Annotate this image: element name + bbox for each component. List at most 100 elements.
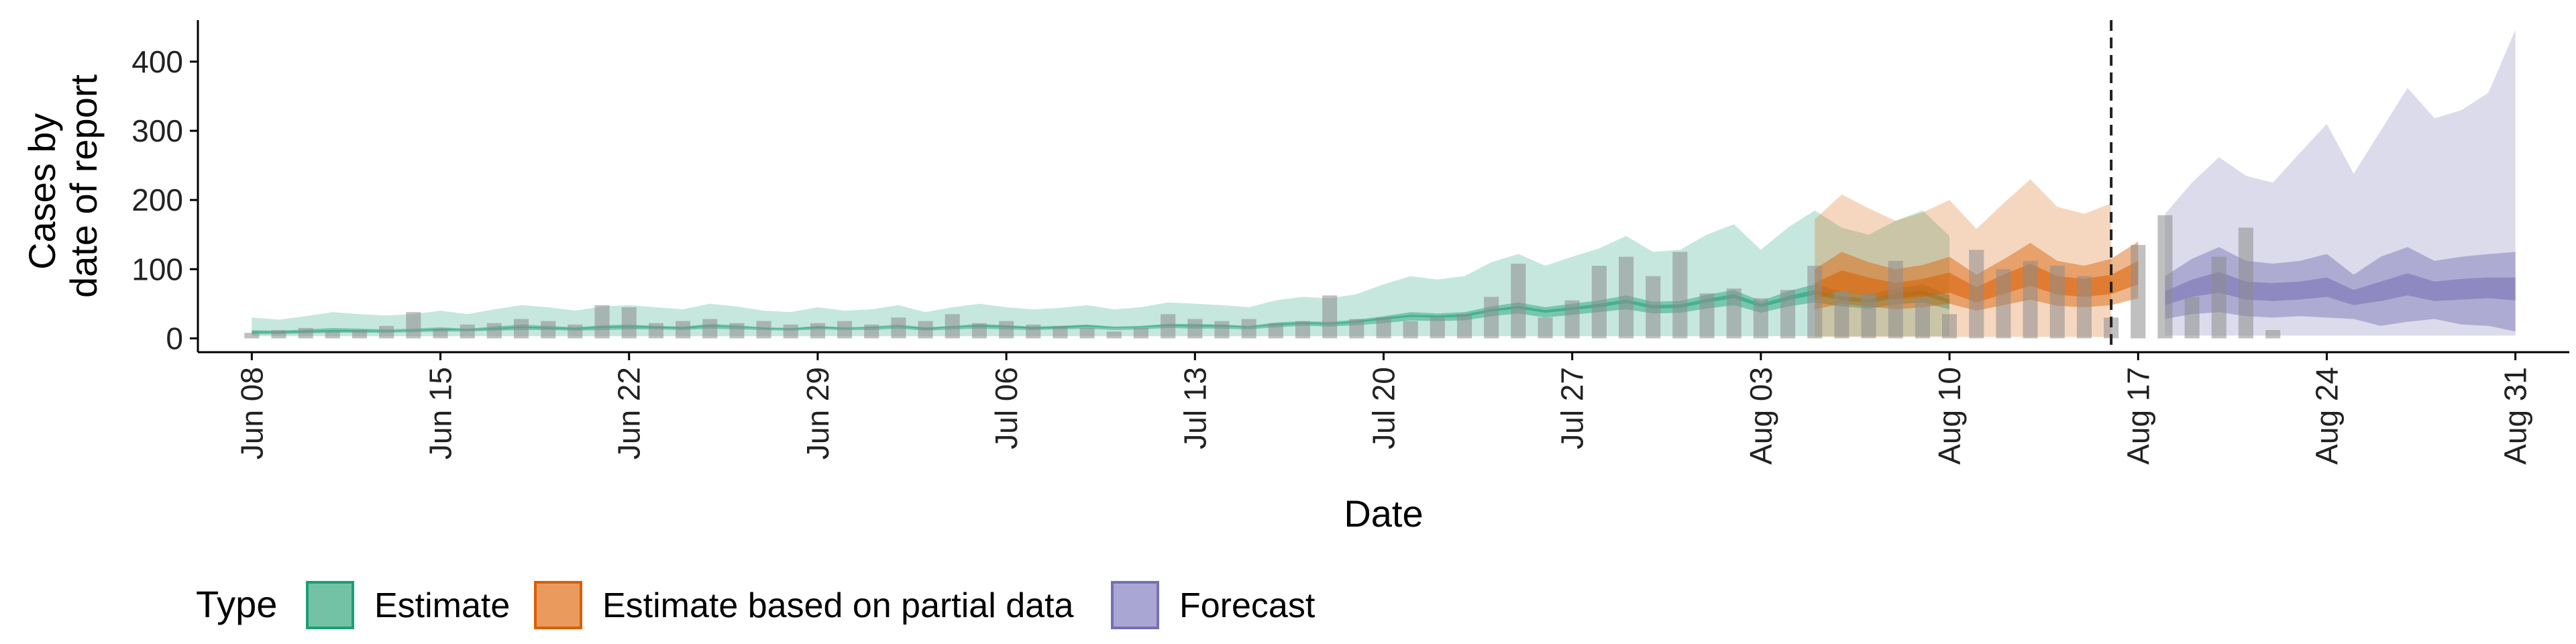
x-tick-label: Aug 24 bbox=[2309, 367, 2344, 465]
observed-bar bbox=[864, 324, 879, 339]
x-axis-title: Date bbox=[1344, 492, 1423, 535]
x-tick-label: Jun 29 bbox=[800, 367, 835, 460]
observed-bar bbox=[1349, 319, 1364, 339]
x-tick-label: Aug 10 bbox=[1932, 367, 1967, 465]
observed-bar bbox=[1646, 276, 1661, 339]
observed-bar bbox=[2049, 266, 2065, 339]
observed-bar bbox=[1699, 293, 1715, 339]
legend-label: Estimate bbox=[374, 586, 510, 625]
observed-bar bbox=[891, 317, 906, 339]
observed-bar bbox=[1672, 252, 1688, 339]
observed-bar bbox=[1161, 314, 1176, 339]
observed-bar bbox=[1915, 298, 1930, 339]
observed-bar bbox=[1214, 321, 1230, 339]
estimate-based-on-partial-data-outer-band bbox=[1815, 179, 2112, 337]
observed-bar bbox=[1053, 325, 1068, 339]
observed-bar bbox=[406, 312, 421, 339]
x-tick-label: Aug 31 bbox=[2498, 367, 2533, 465]
x-tick-label: Jul 27 bbox=[1555, 367, 1590, 449]
observed-bar bbox=[2184, 297, 2200, 339]
observed-bar bbox=[2211, 256, 2226, 339]
observed-bar bbox=[594, 305, 610, 339]
legend-swatch bbox=[306, 581, 354, 629]
observed-bar bbox=[702, 319, 718, 339]
observed-bar bbox=[756, 321, 771, 339]
y-tick-label: 100 bbox=[131, 252, 183, 286]
y-axis-title-line-1: Cases by bbox=[21, 113, 63, 270]
observed-bar bbox=[1133, 327, 1148, 339]
observed-bar bbox=[1591, 266, 1607, 339]
observed-bar bbox=[1322, 295, 1338, 339]
legend-swatch bbox=[1111, 581, 1159, 629]
observed-bar bbox=[918, 321, 933, 339]
observed-bar bbox=[1376, 317, 1391, 339]
observed-bar bbox=[1457, 314, 1472, 339]
x-tick-label: Jun 22 bbox=[612, 367, 647, 460]
observed-bar bbox=[514, 319, 529, 339]
observed-bar bbox=[1834, 291, 1849, 339]
observed-bar bbox=[2076, 276, 2092, 339]
observed-bar bbox=[1484, 297, 1499, 339]
y-tick-label: 400 bbox=[131, 44, 183, 79]
observed-bar bbox=[325, 331, 340, 339]
legend-label: Estimate based on partial data bbox=[602, 586, 1074, 625]
observed-bar bbox=[1106, 331, 1122, 339]
observed-bar bbox=[298, 327, 313, 339]
legend-swatch bbox=[534, 581, 582, 629]
x-tick-label: Jun 08 bbox=[234, 367, 269, 460]
observed-bar bbox=[433, 328, 448, 339]
observed-bar bbox=[2238, 227, 2253, 339]
observed-bar bbox=[568, 324, 583, 339]
observed-bar bbox=[1942, 314, 1957, 339]
observed-bar bbox=[1888, 260, 1903, 339]
observed-bar bbox=[2023, 260, 2038, 339]
y-axis-title: Cases by date of report bbox=[21, 74, 105, 299]
legend-items: Estimate Estimate based on partial data Fo… bbox=[306, 581, 1316, 629]
legend: Type Estimate Estimate based on partial d… bbox=[196, 581, 1316, 629]
x-tick-label: Jul 13 bbox=[1177, 367, 1212, 449]
observed-bar bbox=[1726, 288, 1741, 339]
x-axis-ticks: Jun 08 Jun 15 Jun 22 Jun 29 Jul 06 Jul 13 Jul … bbox=[234, 352, 2533, 465]
observed-bar bbox=[1511, 264, 1526, 339]
estimate-outer-band bbox=[252, 210, 1950, 337]
observed-bar bbox=[1079, 327, 1095, 339]
observed-bar bbox=[1861, 293, 1876, 339]
observed-bar bbox=[2104, 317, 2119, 339]
x-tick-label: Jul 06 bbox=[989, 367, 1024, 449]
observed-bar bbox=[621, 307, 637, 339]
y-tick-label: 300 bbox=[131, 113, 183, 148]
observed-bar bbox=[1026, 324, 1041, 339]
observed-cases-bars bbox=[244, 215, 2281, 339]
estimate-bands bbox=[252, 30, 2516, 337]
observed-bar bbox=[2131, 245, 2146, 339]
legend-title: Type bbox=[196, 583, 277, 625]
observed-bar bbox=[783, 324, 798, 339]
observed-bar bbox=[244, 333, 260, 339]
observed-bar bbox=[1403, 321, 1418, 339]
observed-bar bbox=[1430, 317, 1445, 339]
observed-bar bbox=[837, 321, 853, 339]
observed-bar bbox=[460, 324, 475, 339]
observed-bar bbox=[1538, 317, 1553, 339]
observed-bar bbox=[676, 321, 691, 339]
observed-bar bbox=[945, 314, 960, 339]
observed-bar bbox=[1187, 319, 1203, 339]
observed-bar bbox=[1753, 298, 1768, 339]
observed-bar bbox=[1780, 290, 1796, 339]
observed-bar bbox=[541, 321, 556, 339]
observed-bar bbox=[486, 323, 502, 339]
y-axis-ticks: 0 100 200 300 400 bbox=[131, 44, 198, 356]
observed-bar bbox=[1969, 250, 1984, 339]
plot-area bbox=[244, 20, 2516, 352]
observed-bar bbox=[648, 323, 663, 339]
y-tick-label: 200 bbox=[131, 182, 183, 217]
observed-bar bbox=[352, 330, 368, 339]
estimate-inner-band bbox=[252, 284, 1950, 335]
observed-bar bbox=[1295, 321, 1310, 339]
observed-bar bbox=[971, 323, 987, 339]
observed-bar bbox=[1268, 323, 1283, 339]
observed-bar bbox=[271, 330, 286, 339]
observed-bar bbox=[1619, 256, 1634, 339]
